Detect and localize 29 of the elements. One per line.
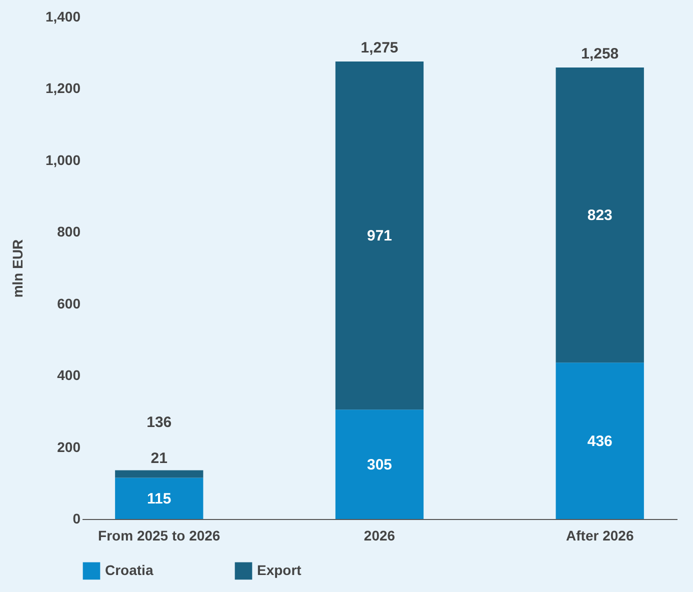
y-tick-label: 1,400: [45, 8, 81, 24]
bar: [556, 362, 644, 519]
legend-label: Croatia: [105, 562, 154, 578]
total-label: 136: [146, 414, 172, 432]
total-label: 1,275: [360, 39, 398, 56]
x-tick-label: After 2026: [566, 528, 634, 544]
bar: [115, 470, 204, 478]
y-tick-label: 600: [57, 295, 81, 312]
data-label: 115: [147, 490, 172, 508]
y-axis-title: mln EUR: [9, 239, 26, 298]
bar: [115, 478, 204, 519]
y-tick-label: 0: [72, 510, 81, 526]
y-tick-label: 400: [57, 367, 81, 384]
data-label: 971: [366, 228, 392, 245]
data-label: 305: [366, 456, 392, 474]
total-label: 1,258: [581, 46, 619, 63]
legend-label: Export: [257, 562, 302, 578]
bar: [335, 61, 424, 410]
y-tick-label: 200: [57, 438, 81, 455]
y-tick-label: 1,200: [45, 80, 81, 96]
bar: [556, 68, 644, 363]
x-tick-label: 2026: [364, 528, 396, 544]
x-tick-label: From 2025 to 2026: [98, 528, 220, 544]
y-tick-label: 1,000: [45, 152, 81, 168]
bar: [335, 410, 424, 519]
y-tick-label: 800: [57, 224, 81, 240]
data-label: 436: [587, 432, 612, 450]
data-label: 21: [150, 450, 168, 468]
data-label: 823: [587, 207, 612, 224]
